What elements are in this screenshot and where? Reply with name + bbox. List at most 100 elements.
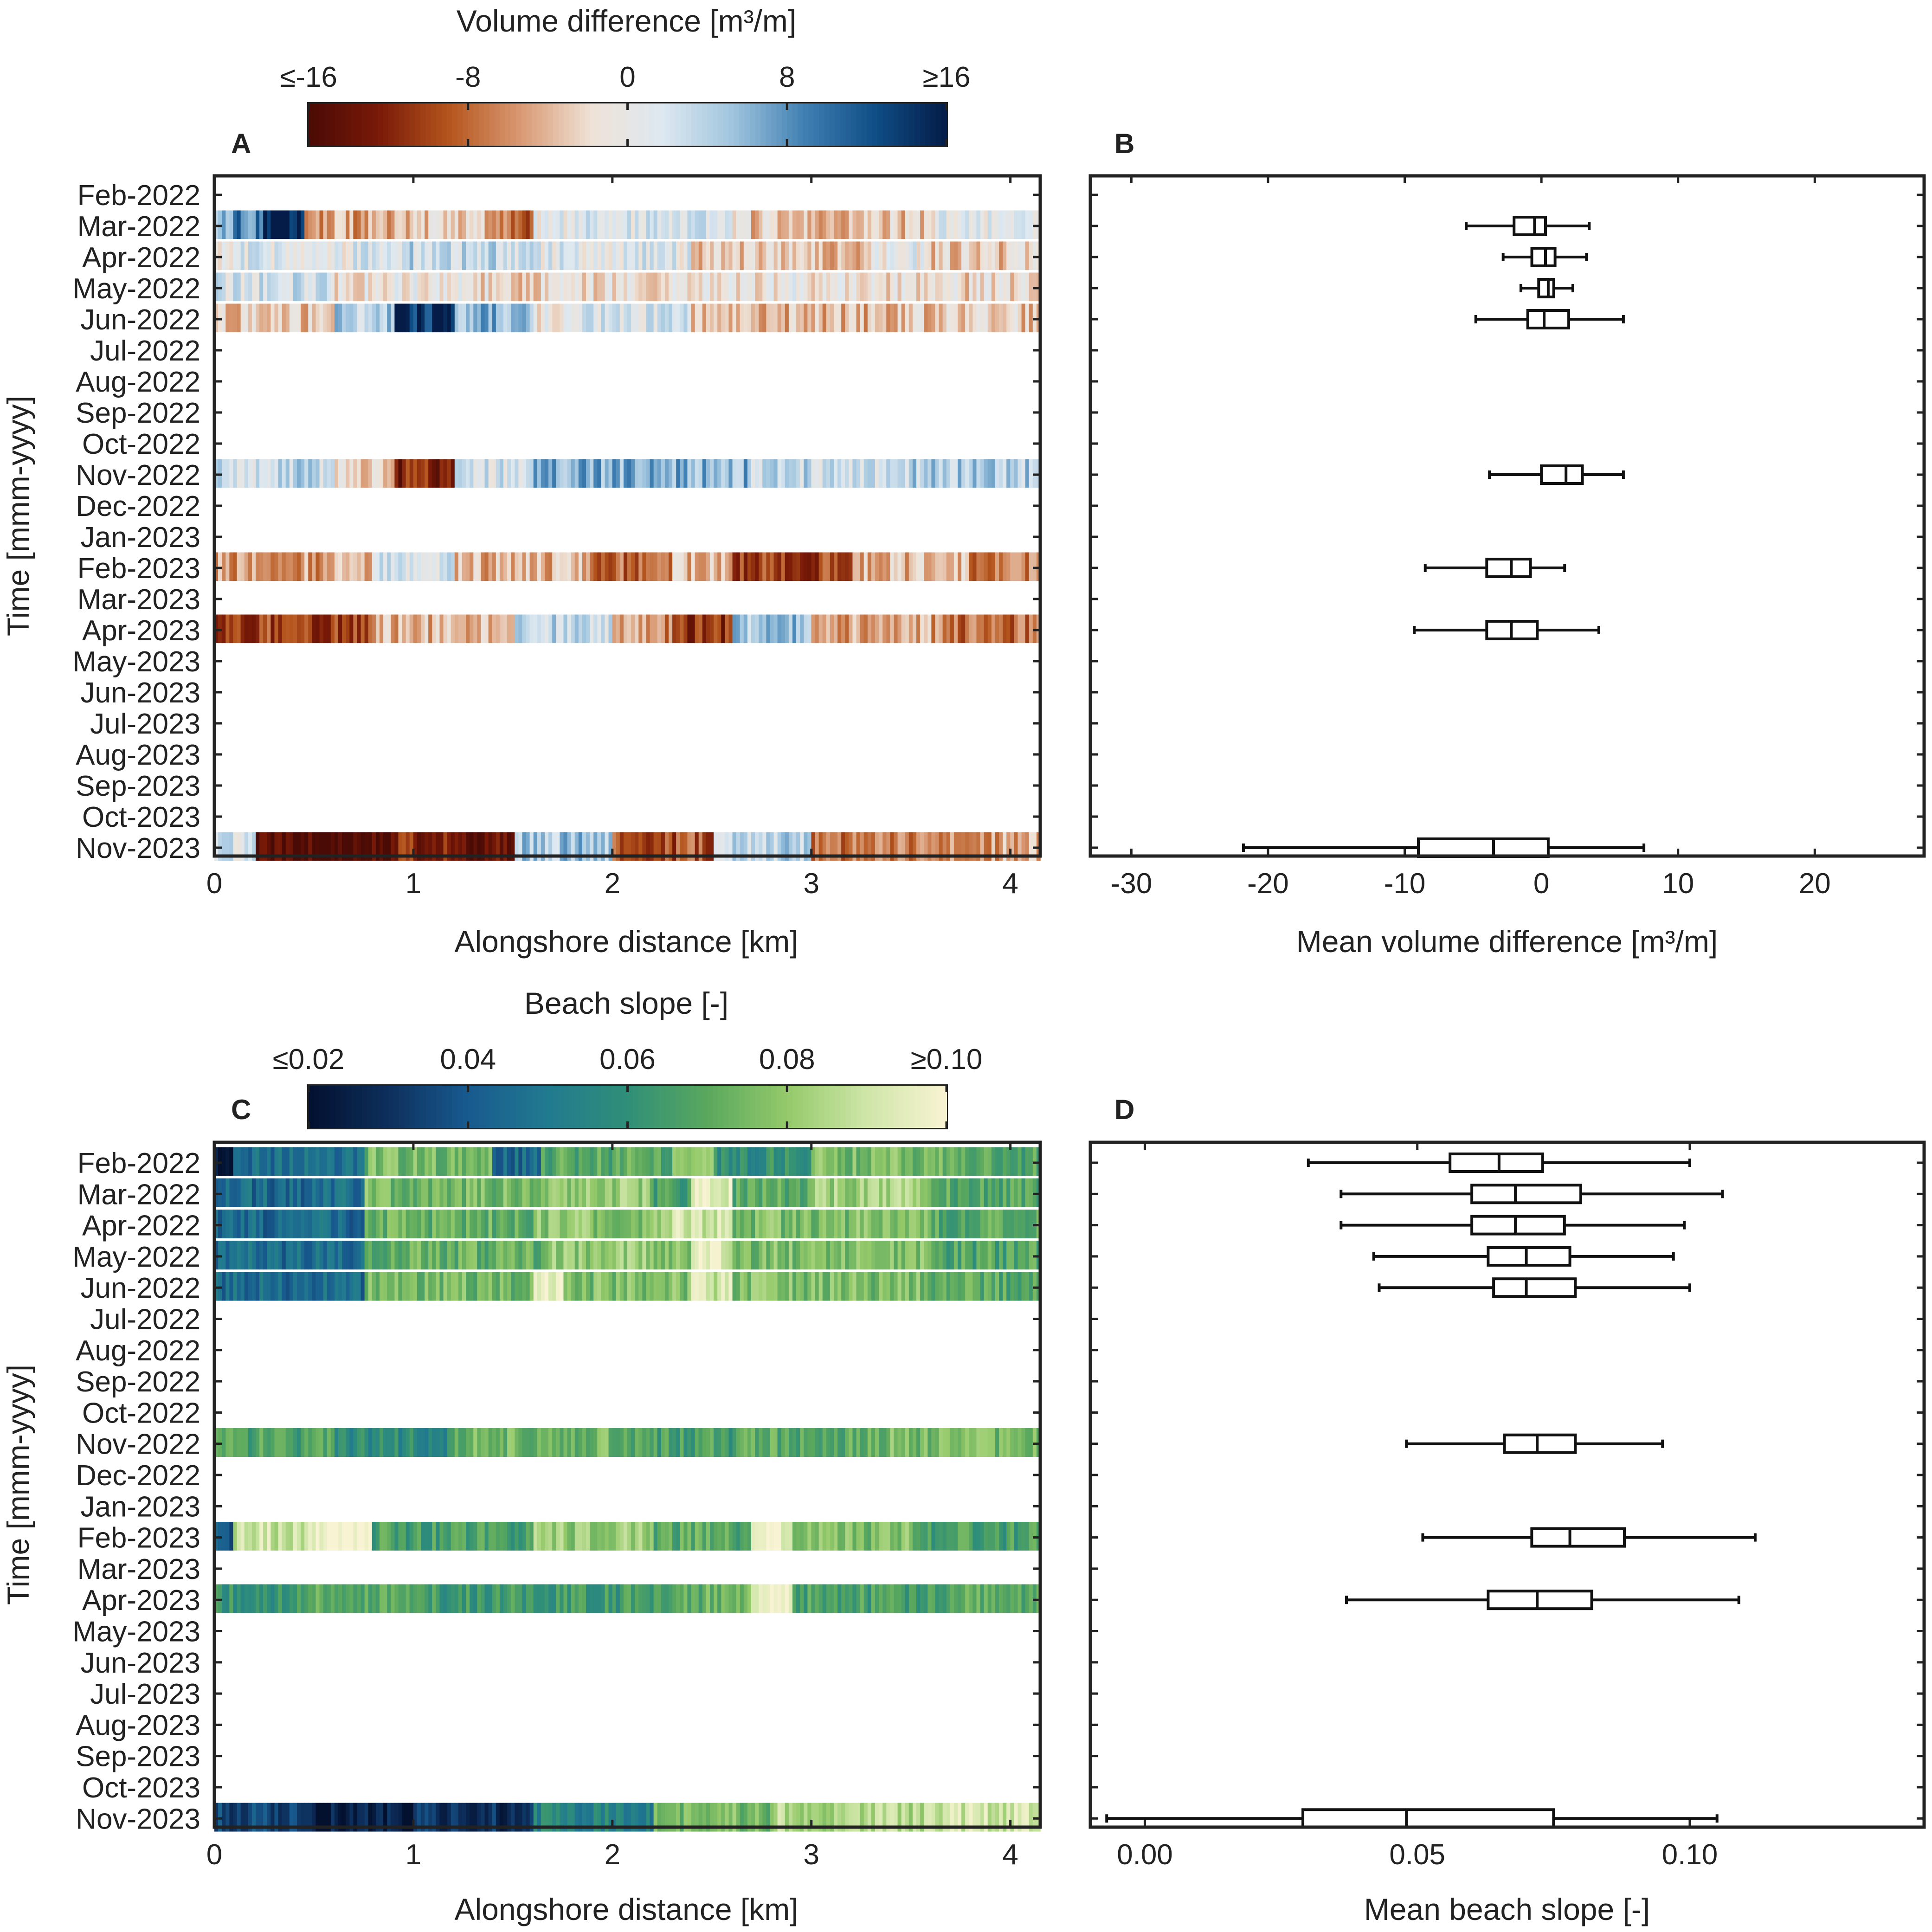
heatmap-c-cell — [406, 1241, 410, 1270]
heatmap-c-cell — [574, 1241, 579, 1270]
heatmap-a-cell — [443, 303, 448, 333]
heatmap-a-cell — [942, 552, 947, 581]
heatmap-a-cell — [759, 832, 763, 861]
heatmap-c-cell — [759, 1272, 763, 1301]
heatmap-a-cell — [507, 614, 511, 644]
heatmap-a-cell — [1018, 832, 1022, 861]
heatmap-a-cell — [1029, 210, 1033, 239]
heatmap-a-cell — [683, 832, 688, 861]
heatmap-c-cell — [428, 1147, 433, 1176]
heatmap-c-cell — [672, 1521, 676, 1551]
heatmap-c-cell — [578, 1147, 583, 1176]
heatmap-a-cell — [623, 459, 628, 488]
heatmap-c-cell — [552, 1241, 557, 1270]
heatmap-c-cell — [574, 1178, 579, 1207]
heatmap-c-cell — [590, 1178, 594, 1207]
heatmap-c-cell — [837, 1521, 842, 1551]
heatmap-c-cell — [1010, 1241, 1015, 1270]
heatmap-c-cell — [338, 1178, 342, 1207]
heatmap-c-cell — [507, 1209, 511, 1238]
heatmap-a-cell — [1006, 832, 1011, 861]
heatmap-a-cell — [852, 272, 857, 302]
heatmap-c-cell — [661, 1428, 665, 1457]
heatmap-a-cell — [961, 272, 966, 302]
heatmap-a-cell — [770, 210, 774, 239]
heatmap-a-cell — [612, 832, 617, 861]
heatmap-c-cell — [980, 1521, 985, 1551]
heatmap-a-cell — [503, 614, 508, 644]
heatmap-a-cell — [470, 552, 474, 581]
colorbar-a-step — [569, 103, 575, 146]
heatmap-c-cell — [278, 1803, 283, 1832]
heatmap-a-cell — [980, 210, 985, 239]
heatmap-a-cell — [999, 832, 1003, 861]
heatmap-a-cell — [323, 552, 328, 581]
heatmap-a-cell — [225, 832, 230, 861]
heatmap-c-cell — [935, 1803, 940, 1832]
colorbar-a-step — [393, 103, 399, 146]
heatmap-a-cell — [1010, 459, 1015, 488]
heatmap-a-cell — [728, 210, 733, 239]
heatmap-a-cell — [980, 241, 985, 270]
heatmap-c-cell — [958, 1147, 962, 1176]
heatmap-a-cell — [680, 272, 684, 302]
colorbar-c-step — [734, 1086, 740, 1128]
heatmap-c-cell — [908, 1147, 913, 1176]
heatmap-a-cell — [316, 241, 320, 270]
heatmap-a-cell — [586, 459, 590, 488]
heatmap-c-cell — [751, 1803, 755, 1832]
heatmap-c-cell — [856, 1241, 861, 1270]
heatmap-a-cell — [777, 241, 782, 270]
heatmap-c-cell — [946, 1521, 951, 1551]
heatmap-c-cell — [432, 1584, 437, 1613]
heatmap-c-cell — [908, 1584, 913, 1613]
heatmap-c-cell — [270, 1803, 275, 1832]
heatmap-a-cell — [653, 210, 658, 239]
heatmap-a-cell — [383, 210, 387, 239]
heatmap-a-cell — [875, 552, 879, 581]
heatmap-c-cell — [725, 1428, 729, 1457]
heatmap-c-cell — [251, 1428, 256, 1457]
heatmap-c-cell — [781, 1241, 786, 1270]
heatmap-a-cell — [702, 459, 707, 488]
heatmap-a-cell — [616, 210, 620, 239]
heatmap-a-cell — [984, 303, 988, 333]
heatmap-a-cell — [788, 303, 793, 333]
heatmap-c-cell — [316, 1803, 320, 1832]
colorbar-c-step — [367, 1086, 373, 1128]
heatmap-c-cell — [301, 1521, 305, 1551]
heatmap-a-cell — [616, 459, 620, 488]
heatmap-c-cell — [330, 1241, 335, 1270]
heatmap-a-cell — [619, 210, 624, 239]
heatmap-c-cell — [563, 1521, 568, 1551]
heatmap-c-cell — [755, 1178, 759, 1207]
heatmap-c-cell — [597, 1584, 602, 1613]
heatmap-c-cell — [852, 1272, 857, 1301]
heatmap-c-cell — [980, 1178, 985, 1207]
heatmap-c-cell — [984, 1584, 988, 1613]
heatmap-a-cell — [316, 832, 320, 861]
colorbar-c-step — [361, 1086, 368, 1128]
heatmap-c-cell — [635, 1178, 639, 1207]
heatmap-c-cell — [1036, 1209, 1041, 1238]
heatmap-a-cell — [740, 614, 744, 644]
heatmap-c-cell — [680, 1803, 684, 1832]
heatmap-c-cell — [582, 1428, 586, 1457]
heatmap-c-cell — [263, 1584, 268, 1613]
heatmap-c-cell — [706, 1209, 710, 1238]
colorbar-c-step — [840, 1086, 846, 1128]
heatmap-a-cell — [518, 459, 523, 488]
heatmap-c-cell — [571, 1272, 575, 1301]
heatmap-c-cell — [289, 1584, 294, 1613]
heatmap-a-cell — [608, 210, 613, 239]
heatmap-c-cell — [788, 1584, 793, 1613]
heatmap-c-cell — [308, 1521, 313, 1551]
heatmap-c-cell — [972, 1428, 977, 1457]
heatmap-c-cell — [319, 1428, 324, 1457]
heatmap-c-cell — [815, 1521, 819, 1551]
heatmap-a-cell — [503, 459, 508, 488]
heatmap-c-cell — [834, 1209, 838, 1238]
heatmap-c-cell — [721, 1147, 726, 1176]
heatmap-c-cell — [492, 1272, 496, 1301]
heatmap-a-cell — [946, 210, 951, 239]
